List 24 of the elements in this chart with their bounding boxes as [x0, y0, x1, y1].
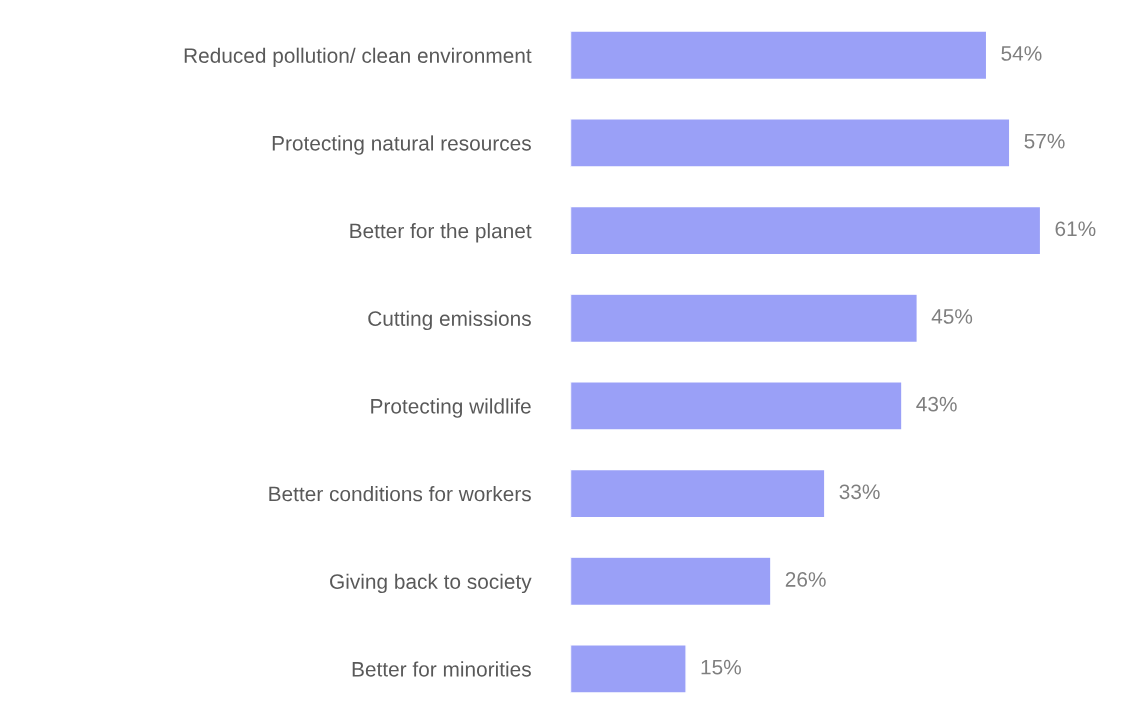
bar: [570, 118, 1011, 168]
data-label: 57%: [1024, 133, 1065, 149]
bar: [570, 293, 918, 344]
bar: [570, 468, 826, 519]
bar: [570, 205, 1042, 256]
data-label: 45%: [931, 309, 973, 324]
bar: [570, 30, 988, 81]
y-tick-label: Cutting emissions: [368, 310, 531, 331]
y-tick-label: Better conditions for workers: [269, 486, 531, 502]
y-tick-label: Protecting wildlife: [371, 398, 531, 418]
y-tick-label: Better for the planet: [350, 223, 532, 243]
y-tick-label: Reduced pollution/ clean environment: [184, 47, 532, 68]
data-label: 33%: [839, 484, 880, 500]
data-label: 54%: [1001, 46, 1042, 61]
y-tick-label: Better for minorities: [352, 661, 531, 677]
y-tick-label: Protecting natural resources: [272, 135, 531, 155]
data-label: 15%: [701, 659, 741, 675]
data-label: 43%: [916, 396, 957, 412]
data-label: 26%: [785, 572, 826, 587]
bar: [570, 644, 687, 694]
data-label: 61%: [1055, 221, 1096, 237]
bar: [570, 381, 903, 431]
bar: [570, 556, 772, 607]
y-tick-label: Giving back to society: [330, 573, 532, 594]
